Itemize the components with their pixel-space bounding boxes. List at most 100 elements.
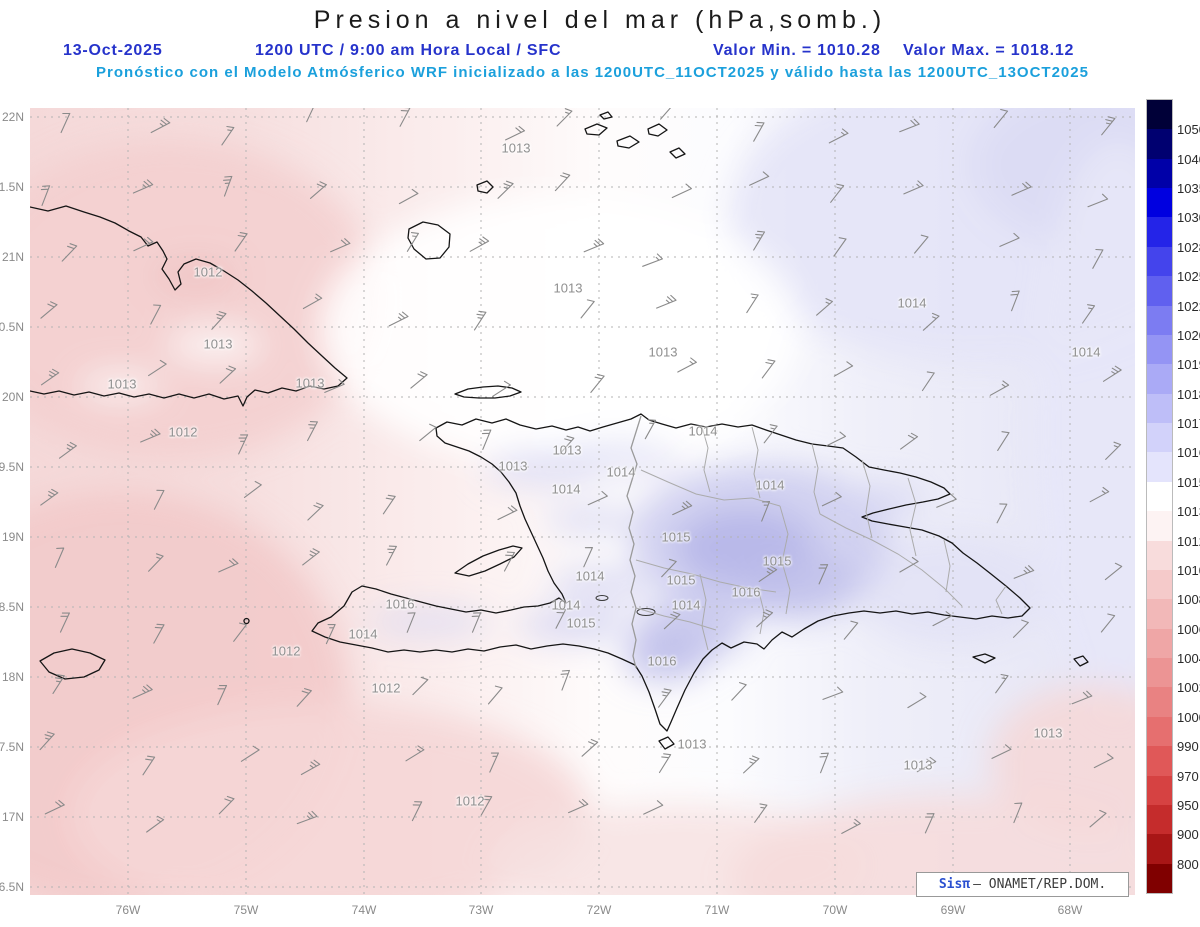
lake-enriquillo	[636, 608, 656, 616]
colorbar-segment	[1147, 687, 1172, 718]
colorbar-segment	[1147, 481, 1172, 512]
colorbar-segment	[1147, 746, 1172, 776]
colorbar-segment	[1147, 129, 1172, 160]
colorbar	[1146, 99, 1173, 894]
colorbar-segment	[1147, 423, 1172, 453]
coastlines	[30, 111, 1089, 750]
colorbar-segment	[1147, 658, 1172, 688]
hispaniola-coastline	[311, 413, 1031, 732]
colorbar-tick-label: 1035	[1177, 181, 1200, 197]
lat-tick-label: 1.5N	[0, 180, 24, 194]
colorbar-segment	[1147, 364, 1172, 395]
lat-tick-label: 22N	[1, 110, 24, 124]
colorbar-segment	[1147, 246, 1172, 277]
lake-azuei	[595, 595, 609, 601]
colorbar-tick-label: 1040	[1177, 151, 1200, 167]
gonave-island	[454, 545, 523, 577]
lat-tick-label: 6.5N	[0, 880, 24, 894]
colorbar-segment	[1147, 452, 1172, 483]
colorbar-segment	[1147, 393, 1172, 424]
lon-axis: 76W 75W 74W 73W 72W 71W 70W 69W 68W	[0, 903, 1200, 921]
lon-tick-label: 76W	[115, 903, 141, 917]
header-min-value: Valor Min. = 1010.28	[713, 42, 881, 59]
lon-tick-label: 73W	[468, 903, 494, 917]
lat-tick-label: 17N	[1, 810, 24, 824]
page-title: Presion a nivel del mar (hPa,somb.)	[313, 6, 887, 34]
pressure-shading	[30, 108, 1135, 895]
lat-axis: 22N 1.5N 21N 0.5N 20N 9.5N 19N 8.5N 18N 7.5N 17N 6.…	[0, 0, 26, 927]
colorbar-segment	[1147, 334, 1172, 365]
colorbar-labels: 1050 1040 1035 1030 1028 1025 1022 1020 1019 1018…	[1177, 100, 1200, 893]
colorbar-tick-label: 1012	[1177, 533, 1200, 549]
colorbar-segment	[1147, 276, 1172, 307]
colorbar-segment	[1147, 305, 1172, 336]
little-inagua-island	[476, 180, 494, 194]
lat-tick-label: 7.5N	[0, 740, 24, 754]
colorbar-tick-label: 1008	[1177, 592, 1200, 608]
lon-tick-label: 74W	[351, 903, 377, 917]
colorbar-tick-label: 1002	[1177, 680, 1200, 696]
colorbar-tick-label: 1016	[1177, 445, 1200, 461]
colorbar-segment	[1147, 217, 1172, 248]
colorbar-segment	[1147, 599, 1172, 630]
mona-island	[1073, 655, 1089, 667]
colorbar-tick-label: 1013	[1177, 504, 1200, 520]
colorbar-tick-label: 800	[1177, 856, 1199, 872]
colorbar-segment	[1147, 188, 1172, 218]
turks-caicos-islands	[584, 111, 686, 159]
colorbar-tick-label: 1019	[1177, 357, 1200, 373]
haiti-dr-border	[626, 415, 642, 669]
colorbar-segment	[1147, 834, 1172, 865]
header-max-value: Valor Max. = 1018.12	[903, 42, 1075, 59]
colorbar-segment	[1147, 569, 1172, 600]
lat-tick-label: 8.5N	[0, 600, 24, 614]
lon-tick-label: 69W	[940, 903, 966, 917]
colorbar-tick-label: 1000	[1177, 709, 1200, 725]
credit-box: Sisπ – ONAMET/REP.DOM.	[916, 872, 1129, 897]
lon-tick-label: 75W	[233, 903, 259, 917]
wind-barbs	[39, 108, 1123, 834]
colorbar-tick-label: 1015	[1177, 474, 1200, 490]
saona-island	[972, 653, 996, 664]
colorbar-segment	[1147, 775, 1172, 806]
colorbar-tick-label: 1030	[1177, 210, 1200, 226]
colorbar-tick-label: 950	[1177, 797, 1199, 813]
colorbar-tick-label: 1010	[1177, 562, 1200, 578]
colorbar-tick-label: 1018	[1177, 386, 1200, 402]
sispi-logo: Sisπ	[938, 877, 971, 892]
tortuga-island	[454, 385, 522, 399]
lon-tick-label: 71W	[704, 903, 730, 917]
colorbar-tick-label: 970	[1177, 768, 1199, 784]
colorbar-tick-label: 990	[1177, 739, 1199, 755]
lat-tick-label: 9.5N	[0, 460, 24, 474]
colorbar-tick-label: 1017	[1177, 416, 1200, 432]
lon-tick-label: 72W	[586, 903, 612, 917]
header-date: 13-Oct-2025	[63, 42, 163, 59]
colorbar-segment	[1147, 158, 1172, 189]
colorbar-tick-label: 1006	[1177, 621, 1200, 637]
lat-tick-label: 21N	[1, 250, 24, 264]
lon-tick-label: 70W	[822, 903, 848, 917]
lat-tick-label: 19N	[1, 530, 24, 544]
colorbar-tick-label: 1050	[1177, 122, 1200, 138]
grid-lines	[30, 108, 1135, 895]
colorbar-segment	[1147, 100, 1172, 130]
colorbar-segment	[1147, 511, 1172, 542]
lat-tick-label: 0.5N	[0, 320, 24, 334]
header-forecast-line: Pronóstico con el Modelo Atmósferico WRF…	[96, 64, 1089, 81]
jamaica-island	[39, 648, 106, 680]
colorbar-tick-label: 900	[1177, 827, 1199, 843]
colorbar-tick-label: 1022	[1177, 298, 1200, 314]
colorbar-segment	[1147, 628, 1172, 659]
great-inagua-island	[407, 221, 451, 260]
colorbar-tick-label: 1025	[1177, 269, 1200, 285]
colorbar-segment	[1147, 804, 1172, 835]
colorbar-tick-label: 1020	[1177, 327, 1200, 343]
header-run-info: 1200 UTC / 9:00 am Hora Local / SFC	[255, 42, 562, 59]
lat-tick-label: 18N	[1, 670, 24, 684]
colorbar-segment	[1147, 540, 1172, 571]
colorbar-segment	[1147, 863, 1172, 894]
credit-text: – ONAMET/REP.DOM.	[973, 877, 1107, 892]
